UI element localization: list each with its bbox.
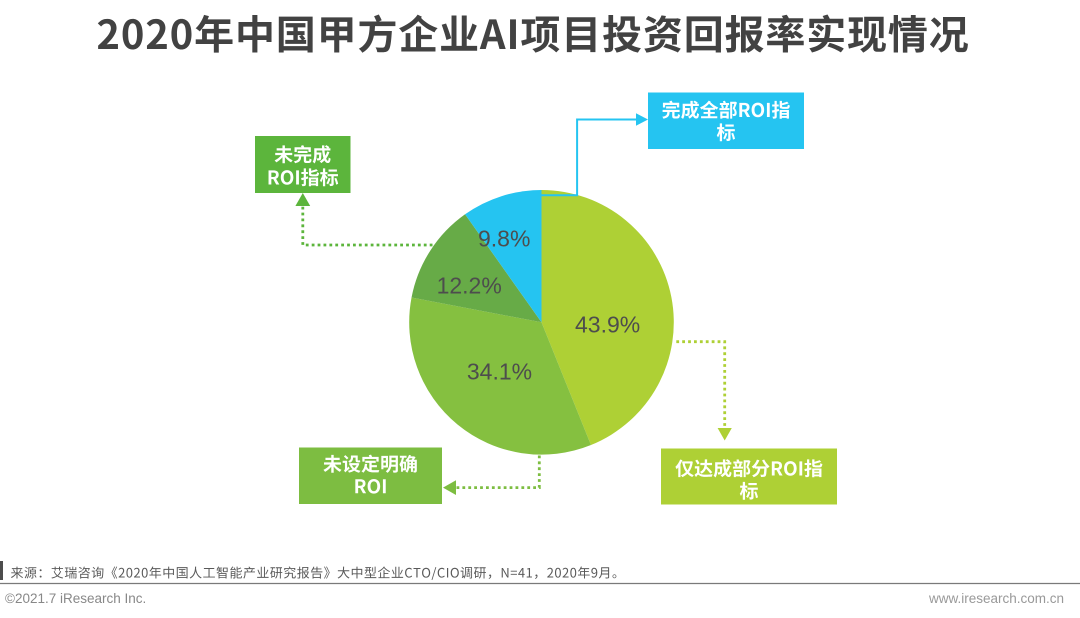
svg-text:12.2%: 12.2% <box>437 273 502 299</box>
svg-text:34.1%: 34.1% <box>467 359 532 385</box>
svg-text:©2021.7 iResearch Inc.: ©2021.7 iResearch Inc. <box>5 591 146 606</box>
svg-text:www.iresearch.com.cn: www.iresearch.com.cn <box>928 591 1064 606</box>
svg-text:43.9%: 43.9% <box>575 312 640 338</box>
svg-text:9.8%: 9.8% <box>478 226 530 252</box>
